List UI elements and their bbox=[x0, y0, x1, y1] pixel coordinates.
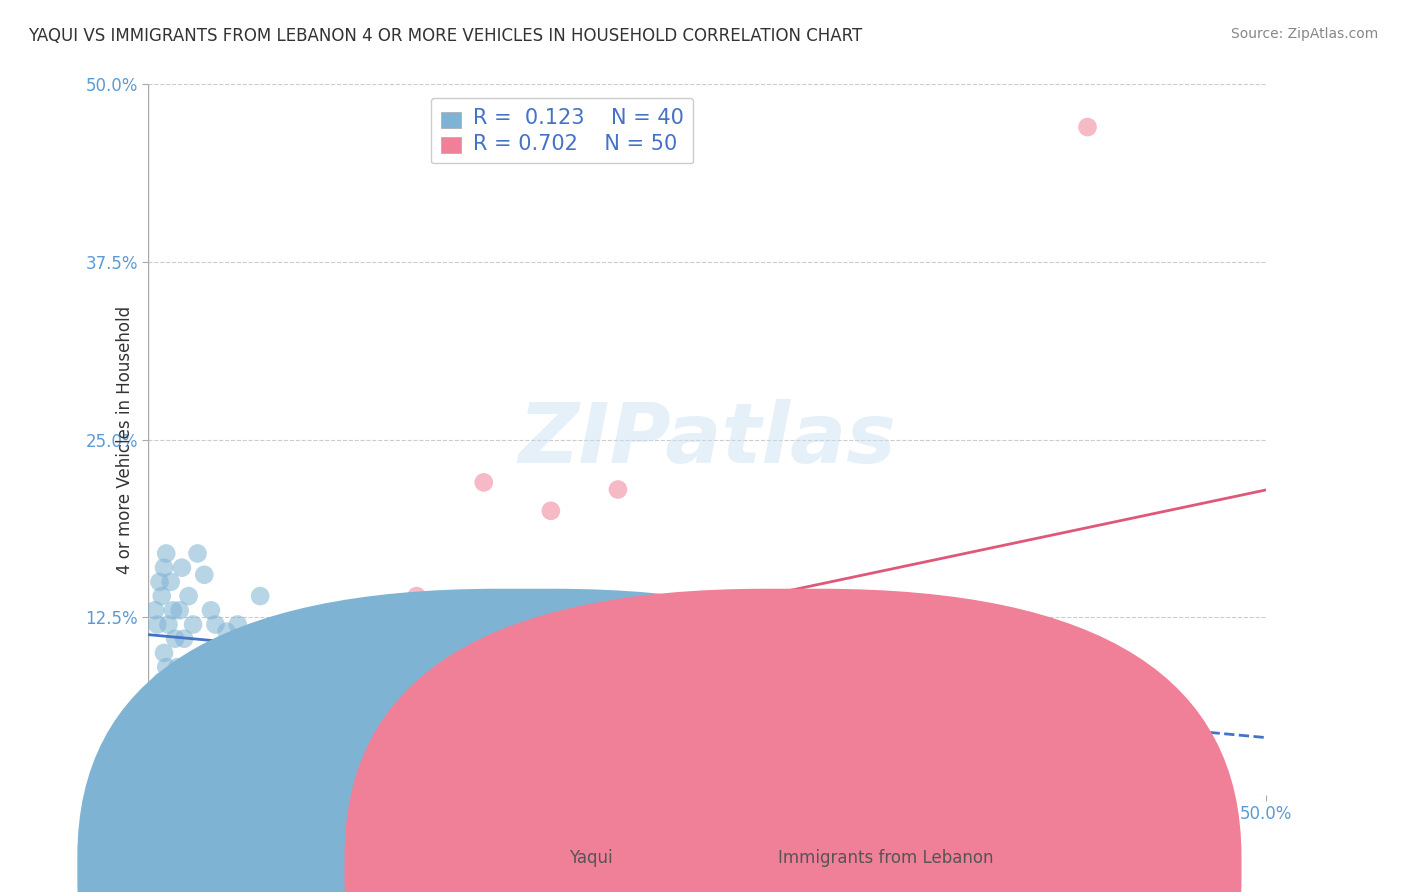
Point bbox=[271, 674, 294, 689]
Point bbox=[148, 703, 170, 717]
Point bbox=[316, 646, 339, 660]
Point bbox=[472, 475, 495, 490]
Point bbox=[148, 574, 170, 589]
Point bbox=[148, 752, 170, 766]
Point bbox=[808, 703, 831, 717]
Point bbox=[150, 717, 173, 731]
Text: YAQUI VS IMMIGRANTS FROM LEBANON 4 OR MORE VEHICLES IN HOUSEHOLD CORRELATION CHA: YAQUI VS IMMIGRANTS FROM LEBANON 4 OR MO… bbox=[28, 27, 862, 45]
Point bbox=[162, 603, 184, 617]
Point bbox=[193, 710, 215, 724]
Y-axis label: 4 or more Vehicles in Household: 4 or more Vehicles in Household bbox=[117, 306, 135, 574]
Point bbox=[226, 667, 249, 681]
Point bbox=[150, 674, 173, 689]
Point bbox=[176, 710, 198, 724]
Point bbox=[157, 617, 180, 632]
Point bbox=[159, 717, 181, 731]
Point bbox=[150, 746, 173, 760]
Point bbox=[920, 624, 942, 639]
Point bbox=[148, 759, 170, 773]
Point bbox=[186, 703, 208, 717]
Point bbox=[146, 746, 169, 760]
Point bbox=[1076, 120, 1098, 134]
Point bbox=[193, 567, 215, 582]
Point bbox=[150, 589, 173, 603]
Point bbox=[169, 739, 191, 753]
Point bbox=[204, 689, 226, 703]
Point bbox=[540, 504, 562, 518]
Point bbox=[294, 703, 316, 717]
Point bbox=[150, 759, 173, 773]
Point bbox=[741, 653, 763, 667]
Point bbox=[153, 646, 176, 660]
Point bbox=[173, 724, 195, 739]
Text: Yaqui: Yaqui bbox=[568, 849, 613, 867]
Text: ZIPatlas: ZIPatlas bbox=[519, 400, 896, 480]
Point bbox=[606, 483, 628, 497]
Point bbox=[166, 660, 188, 674]
Point bbox=[405, 589, 427, 603]
Point bbox=[146, 617, 169, 632]
Point bbox=[222, 681, 245, 696]
Point bbox=[155, 731, 177, 746]
Point bbox=[316, 717, 339, 731]
Point bbox=[181, 731, 204, 746]
Point bbox=[238, 639, 260, 653]
Point bbox=[208, 696, 231, 710]
Point bbox=[181, 617, 204, 632]
Point bbox=[562, 610, 585, 624]
Point bbox=[155, 546, 177, 560]
Point bbox=[169, 603, 191, 617]
Point bbox=[200, 703, 222, 717]
Point bbox=[165, 710, 187, 724]
Point bbox=[852, 681, 875, 696]
Legend: R =  0.123    N = 40, R = 0.702    N = 50: R = 0.123 N = 40, R = 0.702 N = 50 bbox=[430, 98, 693, 163]
Point bbox=[673, 617, 696, 632]
Point bbox=[897, 703, 920, 717]
Point bbox=[142, 731, 165, 746]
Point bbox=[159, 574, 181, 589]
Point bbox=[170, 560, 193, 574]
Point bbox=[249, 703, 271, 717]
Point bbox=[249, 589, 271, 603]
Point bbox=[157, 739, 180, 753]
Point bbox=[165, 632, 187, 646]
Point bbox=[215, 624, 238, 639]
Point bbox=[361, 603, 384, 617]
Point bbox=[170, 746, 193, 760]
Point bbox=[294, 660, 316, 674]
Point bbox=[271, 674, 294, 689]
Point bbox=[146, 752, 169, 766]
Point bbox=[200, 603, 222, 617]
Point bbox=[204, 617, 226, 632]
Point bbox=[148, 703, 170, 717]
Point bbox=[162, 724, 184, 739]
Text: Immigrants from Lebanon: Immigrants from Lebanon bbox=[778, 849, 994, 867]
Point bbox=[143, 603, 166, 617]
Point bbox=[226, 617, 249, 632]
Point bbox=[339, 632, 361, 646]
Point bbox=[361, 746, 384, 760]
Point bbox=[155, 660, 177, 674]
Point bbox=[173, 632, 195, 646]
Point bbox=[153, 746, 176, 760]
Point bbox=[177, 717, 200, 731]
Point bbox=[942, 717, 965, 731]
Point bbox=[215, 674, 238, 689]
Point bbox=[427, 759, 450, 773]
Point bbox=[987, 724, 1010, 739]
Point bbox=[153, 560, 176, 574]
Point bbox=[159, 717, 181, 731]
Point bbox=[495, 617, 517, 632]
Point bbox=[177, 589, 200, 603]
Point bbox=[238, 660, 260, 674]
Point bbox=[166, 731, 188, 746]
Point bbox=[382, 752, 405, 766]
Point bbox=[143, 739, 166, 753]
Point bbox=[339, 731, 361, 746]
Point bbox=[186, 546, 208, 560]
Text: Source: ZipAtlas.com: Source: ZipAtlas.com bbox=[1230, 27, 1378, 41]
Point bbox=[143, 759, 166, 773]
